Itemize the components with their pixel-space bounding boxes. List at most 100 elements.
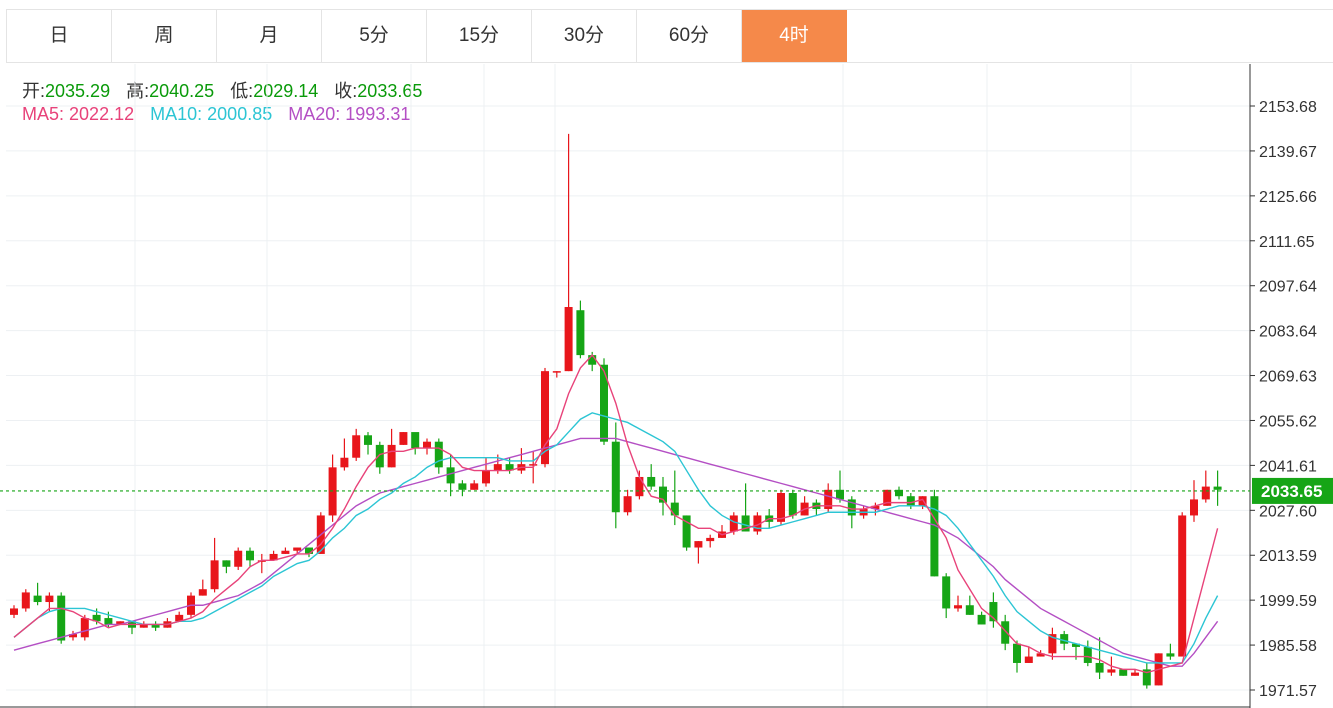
y-tick-label: 2069.63 [1259, 369, 1317, 386]
low-value: 2029.14 [253, 81, 319, 101]
candle-body [788, 493, 797, 516]
y-tick-label: 1999.59 [1259, 593, 1317, 610]
candle-body [965, 605, 974, 615]
close-label: 收: [334, 81, 358, 101]
candle-body [1213, 486, 1222, 490]
tab-0[interactable]: 日 [7, 10, 112, 62]
candle-body [753, 515, 762, 532]
candle-body [847, 499, 856, 516]
candle-body [588, 355, 597, 365]
y-tick-label: 1971.57 [1259, 683, 1317, 700]
candle-body [1036, 653, 1045, 657]
candle-body [906, 496, 915, 506]
y-tick-label: 2055.62 [1259, 413, 1317, 430]
candle-body [954, 605, 962, 609]
last-price-badge [1252, 477, 1333, 504]
candle-body [352, 435, 361, 458]
candle-body [10, 608, 18, 615]
candle-body [281, 550, 290, 554]
candle-body [57, 595, 66, 641]
tab-2[interactable]: 月 [217, 10, 322, 62]
candle-body [1024, 656, 1033, 663]
candle-body [670, 502, 679, 516]
candle-body [434, 441, 443, 468]
last-price-label: 2033.65 [1261, 482, 1322, 501]
tab-1[interactable]: 周 [112, 10, 217, 62]
candle-body [482, 470, 490, 484]
candle-body [871, 505, 880, 510]
y-tick-label: 2125.66 [1259, 189, 1317, 206]
candle-body [836, 489, 844, 500]
candle-body [116, 621, 125, 625]
candle-body [139, 624, 148, 628]
candle-body [1119, 669, 1128, 676]
candle-body [234, 550, 243, 567]
tab-3[interactable]: 5分 [322, 10, 427, 62]
candle-body [1072, 643, 1080, 647]
candle-body [1060, 634, 1069, 644]
y-tick-label: 2027.60 [1259, 503, 1317, 520]
period-tabs: 日周月 5分 15分 30分 60分 4时 [6, 9, 1333, 63]
candle-body [930, 496, 939, 577]
candle-body [977, 614, 986, 625]
ma20-line [13, 437, 1219, 667]
candle-body [895, 489, 903, 497]
candle-body [706, 537, 715, 542]
ma10-value: 2000.85 [207, 104, 273, 124]
candle-body [1131, 672, 1139, 676]
candle-body [623, 496, 632, 513]
candlestick-chart[interactable]: 2153.68 2139.67 2125.66 2111.65 2097.64 2083.… [0, 64, 1333, 708]
candle-body [175, 614, 184, 622]
ma10-line [13, 412, 1219, 664]
y-tick-label: 1985.58 [1259, 638, 1317, 655]
open-label: 开: [22, 81, 46, 101]
candle-body [576, 310, 585, 356]
candle-body [222, 560, 231, 567]
candle-body [210, 560, 219, 590]
candle-body [69, 634, 77, 638]
candle-body [541, 371, 549, 465]
candle-body [1190, 499, 1198, 516]
y-tick-label: 2041.61 [1259, 458, 1317, 475]
candle-body [694, 541, 703, 548]
candle-body [446, 467, 455, 484]
candle-body [918, 496, 927, 506]
candle-body [824, 489, 833, 510]
candle-body [21, 592, 30, 609]
candle-body [1095, 662, 1104, 673]
candle-body [659, 486, 667, 503]
candle-body [1001, 621, 1010, 644]
candle-body [411, 432, 420, 449]
candle-body [104, 618, 113, 625]
tab-6[interactable]: 60分 [637, 10, 742, 62]
candle-body [883, 489, 892, 506]
ohlc-info: 开:2035.29 高:2040.25 低:2029.14 收:2033.65 [22, 77, 422, 103]
open-value: 2035.29 [45, 81, 111, 101]
y-tick-label: 2097.64 [1259, 279, 1317, 296]
candle-body [741, 515, 750, 532]
candle-body [269, 553, 278, 561]
candle-body [340, 457, 349, 468]
candle-body [611, 441, 620, 513]
candle-body [92, 614, 101, 622]
candle-body [364, 435, 372, 445]
candle-body [552, 371, 561, 373]
candle-body [1178, 515, 1187, 657]
candle-body [1083, 646, 1092, 663]
candle-body [1048, 634, 1057, 654]
candle-body [777, 493, 785, 522]
candle-body [470, 483, 479, 490]
candle-body [80, 618, 89, 638]
y-tick-label: 2083.64 [1259, 324, 1317, 341]
tab-7[interactable]: 4时 [742, 10, 847, 62]
candle-body [1201, 486, 1210, 500]
candle-body [45, 595, 54, 603]
candle-body [1142, 669, 1151, 686]
candle-body [198, 589, 207, 596]
ma-info: MA5: 2022.12 MA10: 2000.85 MA20: 1993.31 [22, 104, 410, 125]
candle-body [989, 602, 998, 622]
candle-body [293, 547, 302, 551]
candle-body [564, 307, 573, 372]
tab-5[interactable]: 30分 [532, 10, 637, 62]
tab-4[interactable]: 15分 [427, 10, 532, 62]
